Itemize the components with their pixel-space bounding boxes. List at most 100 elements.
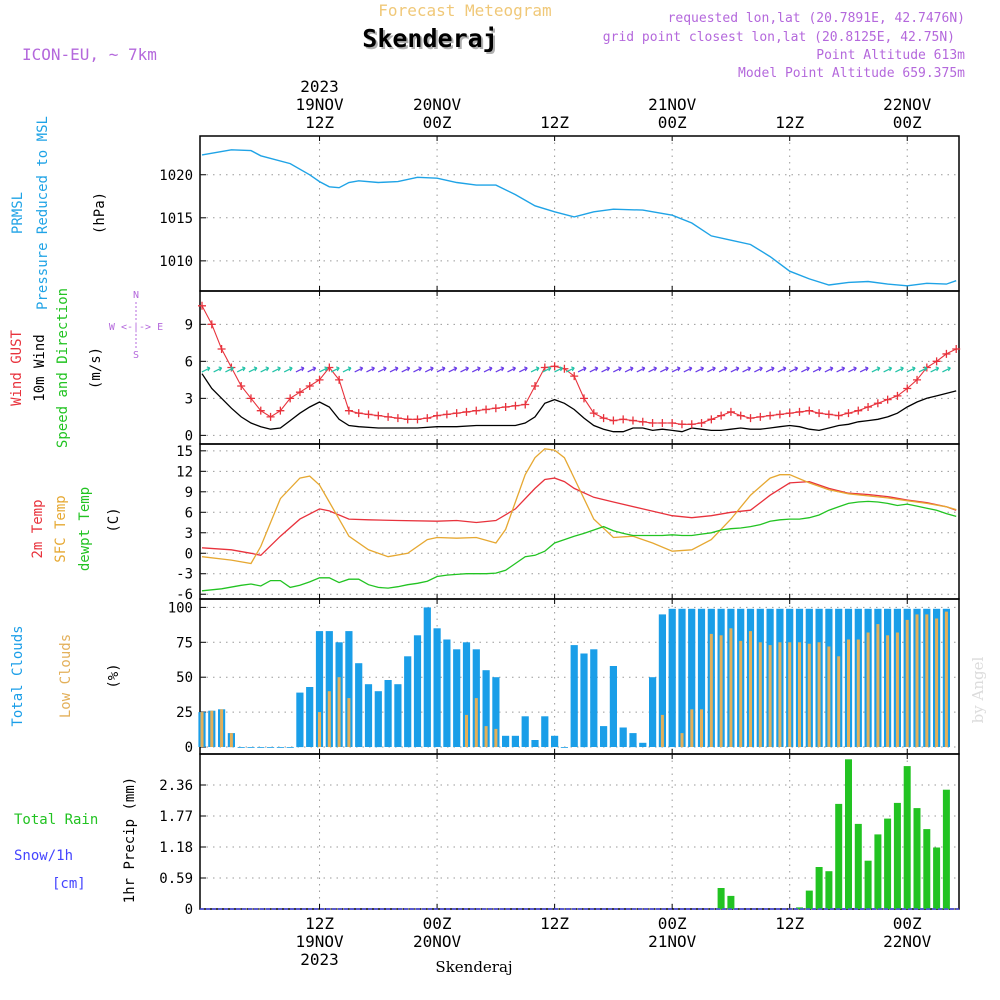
time-label-bottom: 21NOV bbox=[648, 932, 697, 951]
low-cloud-bar bbox=[474, 698, 478, 747]
time-label-bottom: 00Z bbox=[893, 914, 922, 933]
gust-marker bbox=[393, 414, 402, 423]
total-cloud-bar bbox=[511, 735, 519, 747]
gust-marker bbox=[501, 402, 510, 411]
meteogram-subtitle: Forecast Meteogram bbox=[378, 1, 551, 20]
low-cloud-bar bbox=[709, 633, 713, 747]
rain-bar bbox=[815, 867, 823, 909]
gust-marker bbox=[580, 394, 589, 403]
total-cloud-bar bbox=[364, 684, 373, 747]
low-cloud-bar bbox=[739, 640, 743, 747]
gust-marker bbox=[677, 420, 686, 429]
sfc-temp-line bbox=[201, 448, 957, 565]
total-cloud-bar bbox=[502, 735, 510, 747]
y-tick-label: 15 bbox=[176, 444, 193, 460]
panel-temperature: -6 -3 0 3 6 9 12 15 bbox=[176, 443, 960, 603]
rain-bar bbox=[884, 818, 892, 909]
total-cloud-bar bbox=[443, 639, 451, 747]
wind-direction-arrow bbox=[377, 366, 387, 373]
rain-label: Total Rain bbox=[14, 812, 98, 828]
time-label-top: 19NOV bbox=[295, 95, 344, 114]
total-cloud-bar bbox=[315, 631, 324, 747]
gust-marker bbox=[256, 406, 265, 415]
time-label-top: 12Z bbox=[305, 113, 334, 132]
gust-marker bbox=[628, 416, 637, 425]
low-cloud-bar bbox=[327, 691, 331, 748]
rain-bar bbox=[933, 847, 941, 909]
wind-direction-arrow bbox=[824, 366, 834, 373]
low-cloud-bar bbox=[895, 632, 899, 747]
low-cloud-bar bbox=[905, 619, 909, 747]
wind-direction-arrow bbox=[272, 366, 281, 373]
gust-marker bbox=[364, 410, 373, 419]
precip-grid: 0 0.59 1.18 1.77 2.36 bbox=[159, 754, 959, 918]
gust-marker bbox=[775, 410, 784, 419]
rain-bar bbox=[825, 871, 833, 909]
gust-marker bbox=[207, 320, 216, 329]
gust-marker bbox=[648, 419, 657, 428]
gust-marker bbox=[834, 411, 843, 420]
time-label-bottom: 00Z bbox=[658, 914, 687, 933]
wind-direction-arrow bbox=[436, 366, 446, 373]
total-cloud-bar bbox=[423, 607, 431, 747]
wind-grid: 0 3 6 9 bbox=[185, 291, 959, 444]
rain-bar bbox=[845, 759, 852, 909]
gridpoint-coords: grid point closest lon,lat (20.8125E, 42… bbox=[603, 30, 955, 45]
low-cloud-bar bbox=[229, 733, 233, 748]
wind-direction-arrow bbox=[730, 366, 740, 373]
low-cloud-bar bbox=[210, 710, 214, 747]
rain-bar bbox=[805, 890, 813, 909]
wind-direction-arrow bbox=[389, 366, 399, 373]
low-cloud-bar bbox=[876, 624, 880, 747]
snow-label: Snow/1h bbox=[14, 848, 73, 864]
rain-bar bbox=[717, 888, 725, 909]
rain-bar bbox=[942, 789, 950, 909]
wind-direction-arrow bbox=[236, 366, 246, 373]
pressure-line bbox=[201, 149, 957, 287]
time-label-bottom: 2023 bbox=[300, 950, 339, 969]
gust-marker bbox=[717, 411, 726, 420]
y-tick-label: 25 bbox=[176, 705, 193, 721]
wind-plot bbox=[198, 301, 961, 433]
total-cloud-bar bbox=[355, 663, 363, 747]
wind-direction-arrow bbox=[801, 366, 810, 373]
time-label-top: 2023 bbox=[300, 77, 339, 96]
wind-direction-arrow bbox=[906, 366, 916, 373]
wind-direction-arrow bbox=[707, 366, 716, 373]
low-cloud-bar bbox=[337, 677, 341, 747]
total-cloud-bar bbox=[600, 726, 608, 747]
time-label-top: 12Z bbox=[775, 113, 804, 132]
wind10-line bbox=[201, 373, 957, 433]
pressure-unit: (hPa) bbox=[92, 192, 108, 234]
rain-bar bbox=[874, 834, 882, 909]
gust-marker bbox=[452, 409, 461, 418]
gust-marker bbox=[795, 407, 804, 416]
rain-bar bbox=[835, 803, 843, 909]
total-cloud-bar bbox=[257, 747, 265, 748]
total-cloud-bar bbox=[433, 628, 441, 747]
low-cloud-bar bbox=[660, 714, 664, 747]
wind-direction-arrow bbox=[225, 366, 234, 373]
low-cloud-bar bbox=[318, 712, 321, 747]
total-cloud-bar bbox=[306, 687, 314, 747]
y-tick-label: 1020 bbox=[159, 168, 193, 184]
total-cloud-bar bbox=[237, 747, 245, 748]
total-cloud-bar bbox=[384, 680, 392, 747]
total-cloud-bar bbox=[570, 645, 578, 747]
gust-marker bbox=[570, 372, 579, 381]
y-tick-label: 0 bbox=[185, 428, 193, 444]
wind-direction-arrow bbox=[307, 366, 317, 373]
wind-direction-arrow bbox=[542, 366, 552, 373]
gust-marker bbox=[815, 409, 824, 418]
gust-marker bbox=[736, 411, 745, 420]
y-tick-label: 100 bbox=[168, 600, 193, 616]
total-cloud-bar bbox=[482, 670, 490, 747]
time-label-bottom: 20NOV bbox=[413, 932, 462, 951]
gust-marker bbox=[589, 409, 598, 418]
time-label-bottom: 12Z bbox=[305, 914, 334, 933]
low-cloud-bar bbox=[944, 611, 948, 748]
low-cloud-bar bbox=[220, 709, 224, 747]
gust-marker bbox=[873, 399, 882, 408]
low-cloud-bar bbox=[817, 642, 821, 747]
